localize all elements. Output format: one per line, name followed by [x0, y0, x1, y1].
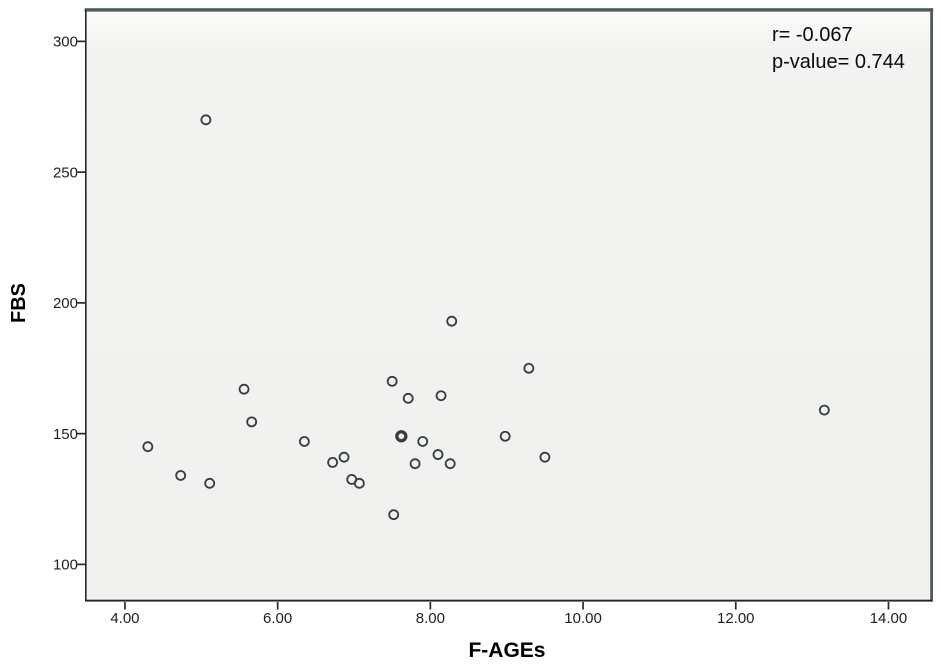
data-point: [386, 375, 398, 387]
data-point: [432, 449, 444, 460]
data-point: [200, 114, 212, 126]
p-value-annotation: p-value= 0.744: [772, 51, 905, 73]
data-point: [175, 470, 187, 481]
x-tick-label: 4.00: [110, 610, 139, 627]
plot-frame-bottom: [85, 599, 932, 602]
x-tick-label: 12.00: [717, 610, 755, 627]
y-axis-title: FBS: [8, 283, 30, 323]
data-point: [539, 451, 551, 463]
data-point: [388, 509, 400, 521]
data-point: [444, 458, 456, 470]
y-tick-label: 250: [53, 164, 78, 181]
data-point: [402, 392, 414, 404]
data-point: [246, 416, 258, 428]
data-point: [238, 383, 250, 395]
data-point: [395, 430, 408, 443]
data-point: [298, 436, 310, 447]
x-tick-label: 8.00: [416, 610, 445, 627]
plot-area: [86, 10, 932, 601]
data-point: [417, 436, 429, 447]
plot-frame-right: [930, 8, 933, 602]
data-point: [523, 362, 535, 374]
data-point: [818, 404, 830, 416]
data-point: [204, 477, 216, 489]
x-tick-label: 14.00: [870, 610, 908, 627]
y-tick-label: 100: [53, 557, 78, 574]
data-point: [409, 458, 421, 470]
data-point: [435, 390, 447, 402]
correlation-r-annotation: r= -0.067: [772, 24, 853, 46]
y-tick-label: 150: [53, 426, 78, 443]
plot-frame-left: [85, 10, 87, 601]
plot-frame-top: [84, 8, 934, 12]
data-point: [327, 457, 339, 468]
data-point: [338, 451, 350, 463]
data-point: [353, 477, 365, 489]
x-axis-title: F-AGEs: [468, 639, 545, 662]
x-axis-ticks: 4.00 6.00 8.00 10.00 12.00 14.00: [110, 602, 907, 627]
data-point: [499, 430, 511, 442]
y-axis-ticks: 100 150 200 250 300: [53, 34, 85, 574]
y-tick-label: 300: [53, 34, 78, 51]
y-tick-label: 200: [53, 295, 78, 312]
data-points: [142, 114, 830, 521]
x-tick-label: 6.00: [263, 610, 292, 627]
x-tick-label: 10.00: [564, 610, 602, 627]
data-point: [446, 315, 458, 327]
data-point: [142, 441, 154, 453]
